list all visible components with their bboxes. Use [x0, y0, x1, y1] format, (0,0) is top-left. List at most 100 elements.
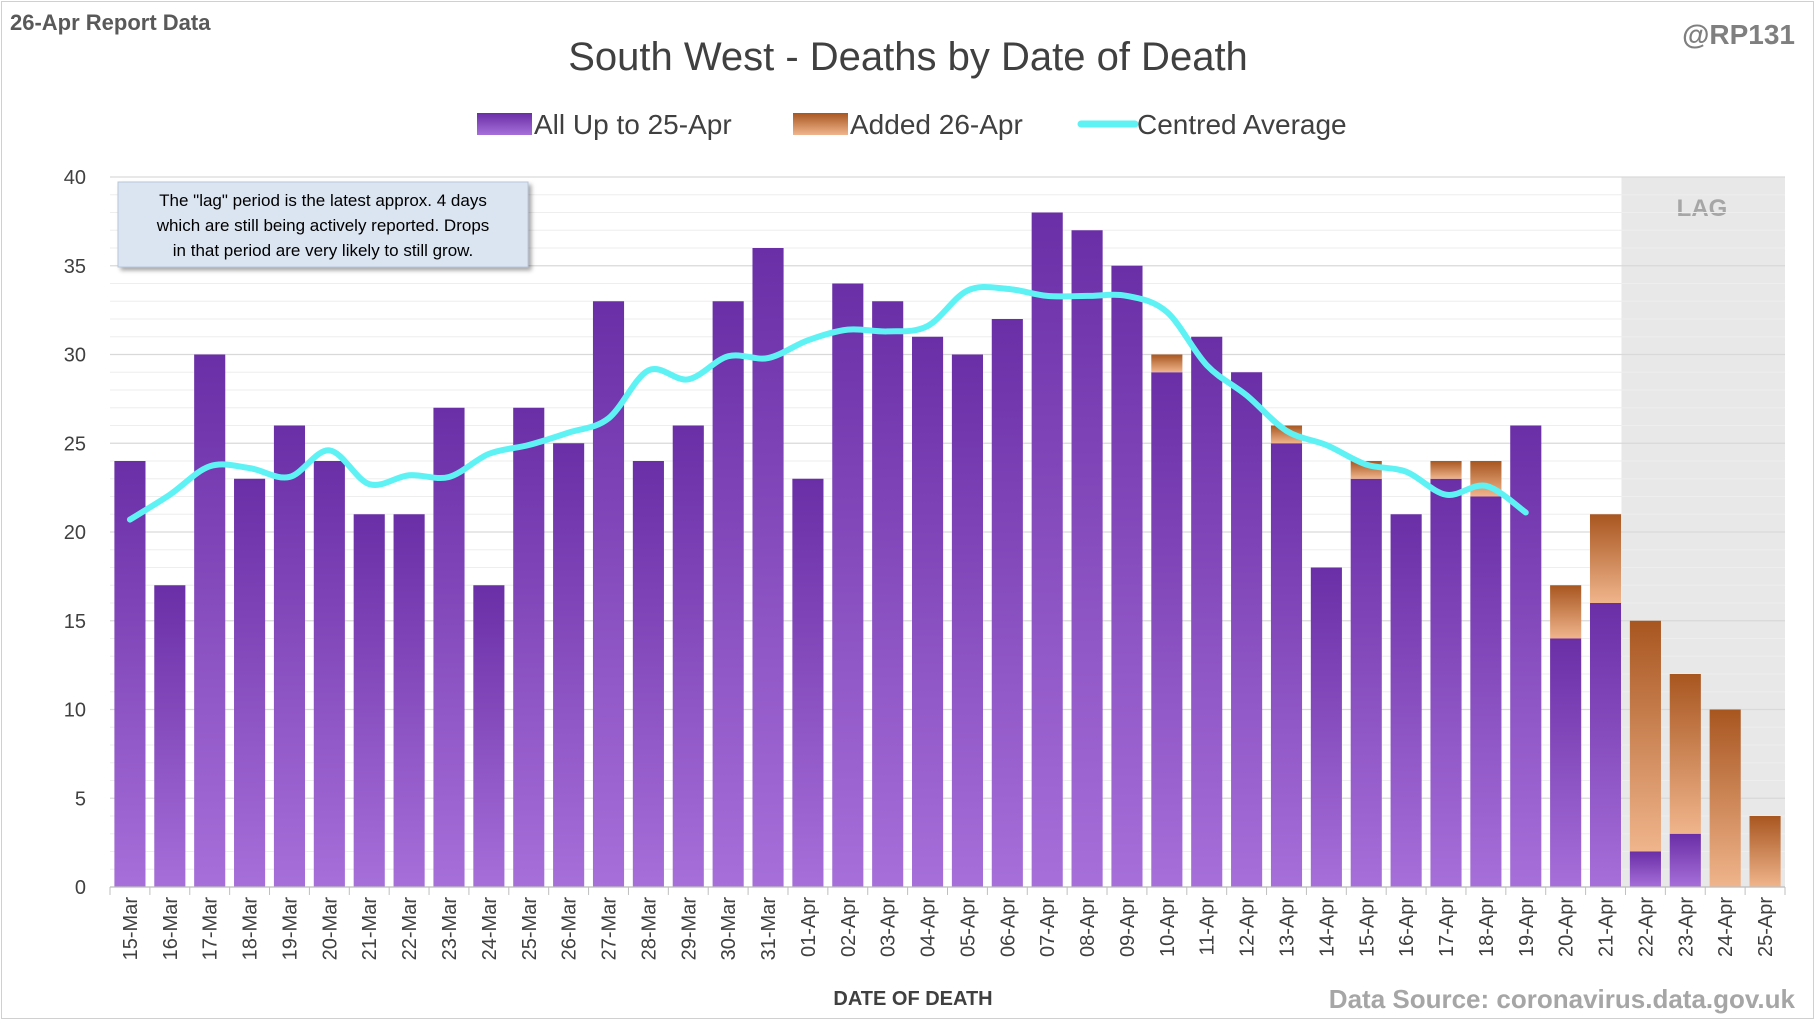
bar-all-up-to [114, 461, 146, 887]
x-tick-label: 25-Apr [1755, 897, 1777, 957]
y-tick-label: 30 [64, 345, 86, 367]
bar-added [1151, 354, 1183, 373]
x-tick-label: 27-Mar [599, 897, 621, 961]
bar-added [1669, 674, 1701, 834]
bar-all-up-to [1430, 478, 1462, 887]
chart-title: South West - Deaths by Date of Death [568, 35, 1248, 79]
bar-all-up-to [1031, 212, 1063, 887]
legend: All Up to 25-Apr Added 26-Apr Centred Av… [477, 109, 1347, 140]
x-tick-label: 17-Mar [200, 897, 222, 961]
x-tick-label: 28-Mar [638, 897, 660, 961]
bar-all-up-to [592, 301, 625, 887]
bar-all-up-to [1191, 336, 1223, 887]
x-tick-label: 15-Mar [120, 897, 142, 961]
x-tick-label: 15-Apr [1356, 897, 1378, 957]
bar-all-up-to [1390, 514, 1422, 887]
x-tick-label: 22-Mar [399, 897, 421, 961]
bar-added [1589, 514, 1622, 603]
bar-all-up-to [154, 585, 186, 887]
x-tick-label: 22-Apr [1635, 897, 1657, 957]
bar-all-up-to [234, 478, 266, 887]
lag-note-line-2: which are still being actively reported.… [156, 216, 490, 235]
x-axis-title: DATE OF DEATH [833, 988, 992, 1010]
bar-all-up-to [1111, 265, 1143, 887]
bar-all-up-to [194, 354, 226, 887]
x-tick-label: 05-Apr [957, 897, 979, 957]
bar-all-up-to [273, 425, 306, 887]
bars [114, 212, 1781, 887]
lag-note: The "lag" period is the latest approx. 4… [117, 181, 529, 268]
bar-added [1550, 585, 1582, 639]
bar-all-up-to [872, 301, 904, 887]
y-tick-label: 5 [75, 788, 86, 810]
bar-all-up-to [353, 514, 385, 887]
report-label: 26-Apr Report Data [10, 10, 211, 35]
y-tick-label: 15 [64, 611, 86, 633]
x-tick-label: 18-Apr [1476, 897, 1498, 957]
bar-all-up-to [1350, 478, 1382, 887]
x-tick-label: 26-Mar [559, 897, 581, 961]
x-tick-label: 06-Apr [997, 897, 1019, 957]
bar-all-up-to [712, 301, 744, 887]
bar-all-up-to [1669, 833, 1701, 887]
x-tick-label: 30-Mar [718, 897, 740, 961]
data-source: Data Source: coronavirus.data.gov.uk [1329, 984, 1796, 1014]
y-tick-label: 20 [64, 522, 86, 544]
bar-all-up-to [792, 478, 824, 887]
y-tick-label: 40 [64, 167, 86, 189]
x-tick-label: 23-Apr [1675, 897, 1697, 957]
x-tick-label: 14-Apr [1316, 897, 1338, 957]
x-tick-label: 16-Mar [160, 897, 182, 961]
y-tick-label: 10 [64, 700, 86, 722]
y-tick-label: 25 [64, 433, 86, 455]
x-tick-label: 17-Apr [1436, 897, 1458, 957]
x-tick-label: 29-Mar [678, 897, 700, 961]
x-tick-label: 25-Mar [519, 897, 541, 961]
bar-all-up-to [632, 461, 664, 887]
legend-label-centred-average: Centred Average [1137, 109, 1347, 140]
bar-all-up-to [1071, 230, 1103, 887]
bar-all-up-to [433, 407, 465, 887]
x-tick-label: 20-Apr [1556, 897, 1578, 957]
x-tick-label: 12-Apr [1237, 897, 1259, 957]
y-axis-ticks: 0 5 10 15 20 25 30 35 40 [64, 167, 86, 899]
bar-all-up-to [473, 585, 505, 887]
bar-all-up-to [313, 461, 345, 887]
x-tick-label: 23-Mar [439, 897, 461, 961]
x-tick-label: 19-Apr [1516, 897, 1538, 957]
legend-swatch-added [793, 113, 848, 135]
bar-all-up-to [1629, 851, 1661, 887]
bar-all-up-to [1151, 372, 1183, 887]
x-tick-label: 01-Apr [798, 897, 820, 957]
series-line-centred-average [126, 284, 1529, 523]
x-tick-label: 21-Apr [1596, 897, 1618, 957]
lag-note-box [117, 181, 529, 268]
bar-all-up-to [672, 425, 704, 887]
x-tick-label: 24-Mar [479, 897, 501, 961]
lag-note-line-3: in that period are very likely to still … [173, 241, 473, 260]
bar-all-up-to [752, 248, 784, 887]
x-tick-label: 09-Apr [1117, 897, 1139, 957]
x-tick-label: 13-Apr [1276, 897, 1298, 957]
bar-added [1749, 816, 1781, 887]
y-tick-label: 35 [64, 256, 86, 278]
bar-added [1709, 709, 1741, 887]
bar-added [1270, 425, 1303, 444]
author-handle: @RP131 [1682, 19, 1795, 50]
x-tick-label: 24-Apr [1715, 897, 1737, 957]
bar-all-up-to [1270, 443, 1303, 887]
x-tick-label: 03-Apr [878, 897, 900, 957]
bar-all-up-to [912, 336, 944, 887]
legend-swatch-all-up-to [477, 113, 532, 135]
x-tick-label: 08-Apr [1077, 897, 1099, 957]
bar-added [1430, 461, 1462, 479]
bar-all-up-to [553, 443, 585, 887]
bar-added [1629, 620, 1661, 852]
x-tick-label: 04-Apr [918, 897, 940, 957]
x-tick-label: 10-Apr [1157, 897, 1179, 957]
bar-all-up-to [1470, 496, 1502, 887]
x-tick-label: 16-Apr [1396, 897, 1418, 957]
bar-all-up-to [832, 283, 864, 887]
